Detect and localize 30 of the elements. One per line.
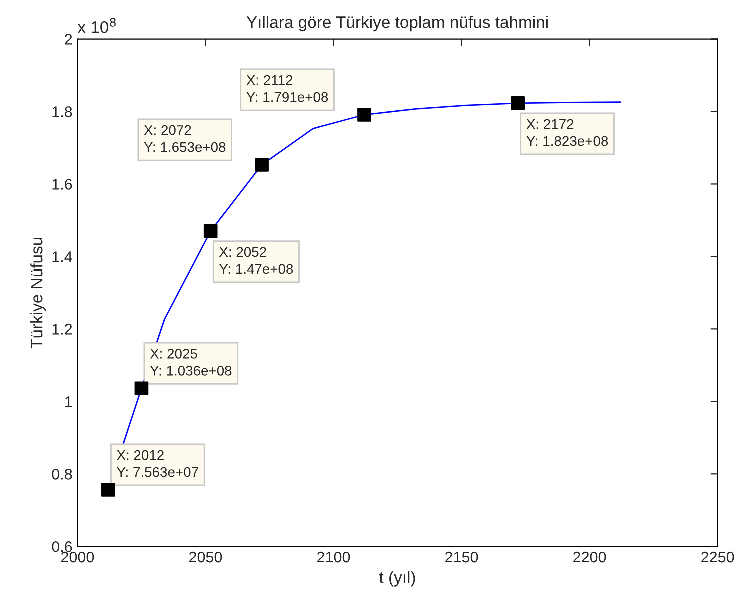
y-tick-label: 2 [65, 34, 72, 45]
x-tick-label: 2050 [189, 552, 222, 563]
point [204, 224, 218, 238]
x-tick-label: 2100 [318, 552, 350, 563]
y-tick-label: 1.2 [52, 324, 72, 335]
x-tick-label: 2250 [702, 552, 734, 563]
point [358, 108, 372, 122]
y-tick-label: 1.6 [52, 179, 72, 190]
point [102, 483, 116, 497]
text: x 10$^{8}$ [78, 18, 116, 34]
annotation: X: 2172 Y: 1.823e+08 [526, 119, 608, 146]
annotation: X: 2025 Y: 1.036e+08 [150, 349, 232, 376]
y-tick-label: 1.8 [52, 106, 72, 118]
y-tick-label: 1.4 [52, 252, 72, 262]
annotation: X: 2112 Y: 1.791e+08 [246, 75, 328, 102]
point [134, 382, 149, 396]
point [255, 158, 269, 172]
y-axis-title: Türkiye Nüfusu [30, 238, 46, 349]
x-axis-title: t (yıl) [379, 571, 416, 587]
x-tick-label: 2000 [61, 552, 94, 563]
x-tick-label: 2200 [574, 552, 606, 563]
chart-title: Yıllara göre Türkiye toplam nüfus tahmini [246, 16, 548, 32]
annotation: X: 2072 Y: 1.653e+08 [144, 125, 226, 152]
annotation: X: 2052 Y: 1.47e+08 [219, 247, 294, 274]
annotation: X: 2012 Y: 7.563e+07 [117, 450, 198, 478]
y-tick-label: 0.8 [52, 469, 72, 480]
y-tick-label: 1 [66, 396, 72, 408]
point [511, 96, 525, 110]
y-tick-label: 0.6 [52, 541, 72, 552]
x-tick-label: 2150 [446, 552, 478, 563]
